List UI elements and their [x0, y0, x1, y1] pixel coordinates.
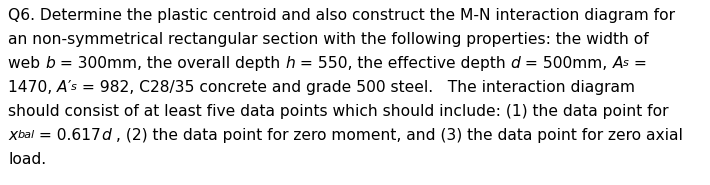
- Text: h: h: [285, 56, 295, 71]
- Text: should consist of at least five data points which should include: (1) the data p: should consist of at least five data poi…: [8, 104, 669, 119]
- Text: web: web: [8, 56, 45, 71]
- Text: A: A: [613, 56, 623, 71]
- Text: s: s: [623, 58, 629, 68]
- Text: s: s: [71, 83, 77, 92]
- Text: = 550, the effective depth: = 550, the effective depth: [295, 56, 510, 71]
- Text: , (2) the data point for zero moment, and (3) the data point for zero axial: , (2) the data point for zero moment, an…: [111, 128, 683, 143]
- Text: ′: ′: [67, 80, 71, 95]
- Text: d: d: [510, 56, 520, 71]
- Text: =: =: [629, 56, 647, 71]
- Text: Q6. Determine the plastic centroid and also construct the M-N interaction diagra: Q6. Determine the plastic centroid and a…: [8, 8, 675, 23]
- Text: = 500mm,: = 500mm,: [520, 56, 613, 71]
- Text: d: d: [101, 128, 111, 143]
- Text: = 300mm, the overall depth: = 300mm, the overall depth: [55, 56, 285, 71]
- Text: A: A: [57, 80, 67, 95]
- Text: = 0.617: = 0.617: [34, 128, 101, 143]
- Text: an non-symmetrical rectangular section with the following properties: the width : an non-symmetrical rectangular section w…: [8, 32, 649, 47]
- Text: = 982, C28/35 concrete and grade 500 steel.   The interaction diagram: = 982, C28/35 concrete and grade 500 ste…: [77, 80, 635, 95]
- Text: x: x: [8, 128, 17, 143]
- Text: bal: bal: [17, 130, 34, 140]
- Text: load.: load.: [8, 152, 46, 167]
- Text: b: b: [45, 56, 55, 71]
- Text: 1470,: 1470,: [8, 80, 57, 95]
